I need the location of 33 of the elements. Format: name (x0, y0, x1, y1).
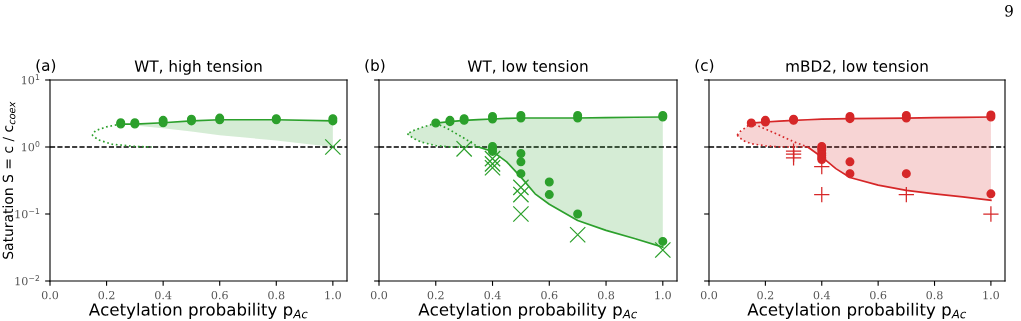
x-tick-label: 0.2 (98, 290, 115, 300)
x-tick-label: 0.8 (926, 290, 943, 300)
text: (c) (695, 59, 714, 73)
x-tick-label: 1.0 (983, 290, 999, 300)
x-tick-label: 0.2 (757, 290, 774, 300)
text: (a) (36, 59, 56, 73)
x-tick-label: 0.4 (813, 290, 831, 300)
x-tick-label: 0.0 (700, 290, 718, 300)
y-tick-label: 10$^{−1}$ (15, 208, 40, 219)
x-tick-label: 0.6 (870, 290, 887, 300)
y-tick-label: 10$^{1}$ (22, 74, 40, 85)
x-tick-label: 0.8 (268, 290, 285, 300)
chart-title: mBD2, low tension (786, 60, 928, 74)
x-tick-label: 0.8 (597, 290, 615, 300)
x-tick-label: 0.4 (155, 290, 172, 300)
x-tick-label: 0.2 (427, 290, 444, 300)
x-axis-title: Acetylation probability p$_{Ac}$ (88, 302, 308, 319)
chart-title: WT, low tension (467, 60, 588, 74)
x-tick-label: 0.0 (41, 290, 59, 300)
x-axis-title: Acetylation probability p$_{Ac}$ (747, 302, 967, 319)
chart-title: WT, high tension (134, 60, 262, 75)
text: (b) (365, 59, 385, 73)
x-tick-label: 1.0 (655, 290, 671, 300)
y-tick-label: 10$^{0}$ (22, 141, 40, 152)
text: 9 (1005, 5, 1013, 17)
y-tick-label: 10$^{−2}$ (15, 275, 40, 286)
x-tick-label: 0.6 (211, 290, 228, 300)
x-tick-label: 0.0 (370, 290, 388, 300)
x-tick-label: 0.6 (541, 290, 558, 300)
x-tick-label: 0.4 (484, 290, 501, 300)
x-axis-title: Acetylation probability p$_{Ac}$ (418, 302, 638, 319)
x-tick-label: 1.0 (325, 290, 341, 300)
y-axis-title: Saturation S = c / c$_{coex}$ (2, 101, 16, 259)
